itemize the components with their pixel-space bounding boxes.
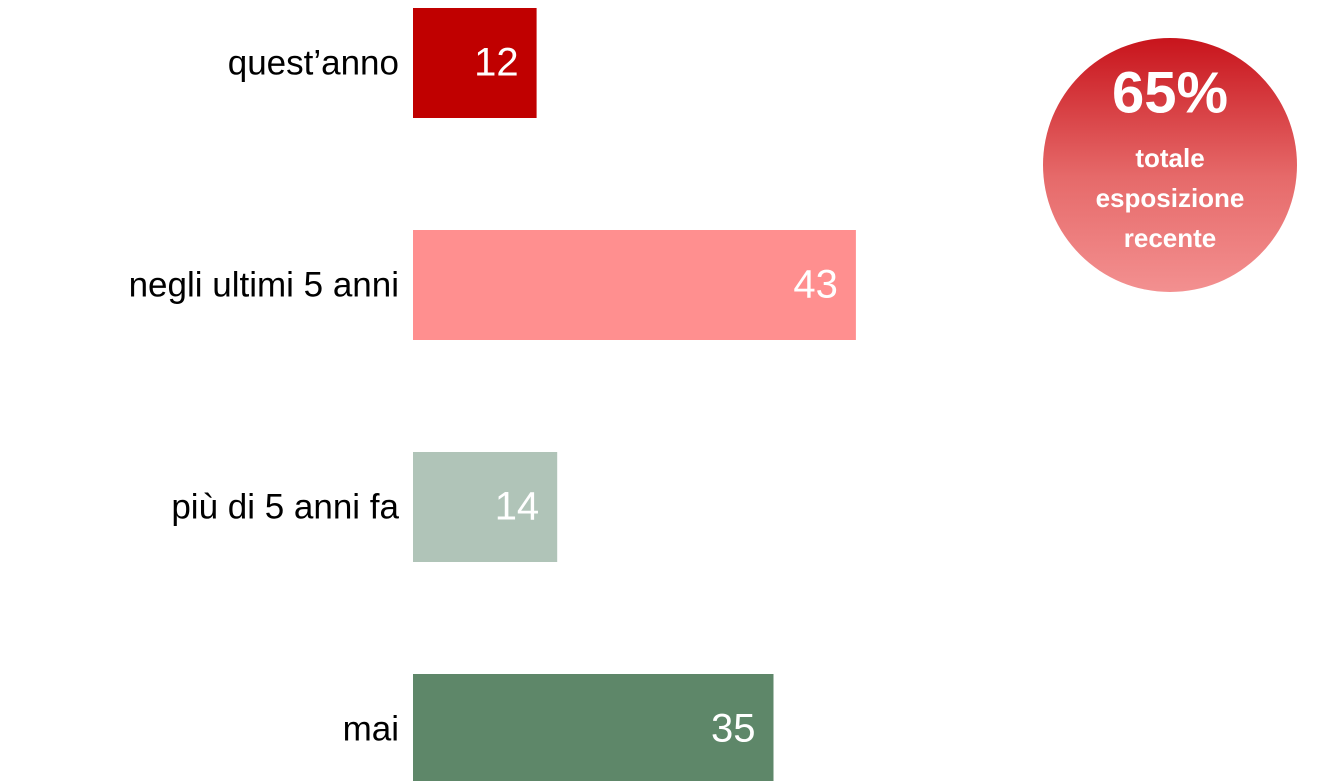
bar — [413, 8, 537, 118]
annotation-line: esposizione — [1096, 183, 1245, 213]
annotation-bubble — [1043, 38, 1297, 292]
value-label: 35 — [711, 707, 756, 751]
annotation-line: totale — [1135, 143, 1204, 173]
category-label: più di 5 anni fa — [171, 487, 399, 526]
value-label: 14 — [495, 485, 540, 529]
value-label: 43 — [793, 263, 838, 307]
category-label: negli ultimi 5 anni — [129, 265, 399, 304]
bar — [413, 452, 558, 562]
bar — [413, 230, 856, 340]
value-label: 12 — [474, 41, 519, 85]
category-label: quest’anno — [228, 43, 399, 82]
bar — [413, 674, 774, 781]
category-label: mai — [343, 709, 399, 748]
annotation-line: recente — [1124, 223, 1217, 253]
annotation-headline: 65% — [1112, 60, 1228, 125]
